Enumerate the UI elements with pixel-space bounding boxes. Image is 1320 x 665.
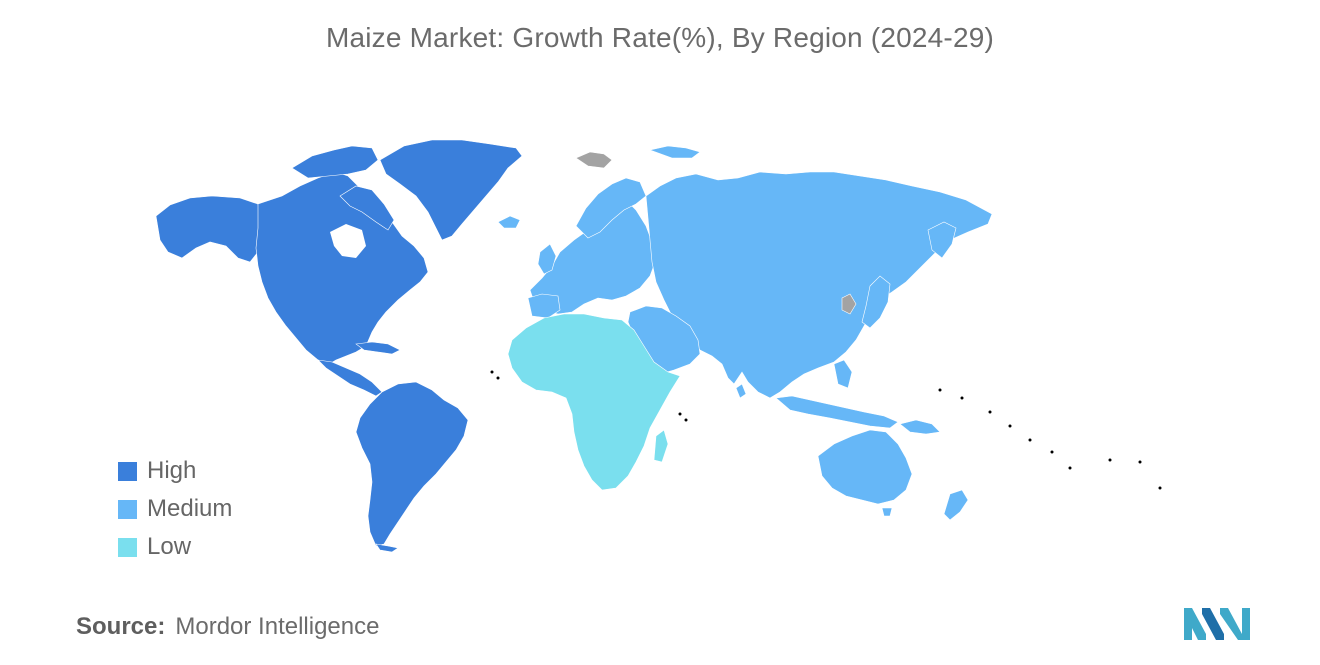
tasmania-shape [881, 507, 893, 517]
philippines-shape [833, 359, 853, 389]
africa-shape [507, 313, 681, 491]
source-attribution: Source: Mordor Intelligence [76, 613, 379, 641]
island-dot [684, 418, 688, 422]
new-zealand-shape [943, 489, 969, 521]
hudson-bay-water [330, 224, 366, 258]
russia-asia-mainland-shape [645, 171, 993, 399]
logo-middle-stroke [1202, 608, 1224, 640]
island-dot [988, 410, 992, 414]
island-dot [490, 370, 494, 374]
kamchatka-shape [927, 221, 957, 259]
legend-item-high: High [118, 452, 232, 490]
indonesia-shape [775, 395, 899, 429]
madagascar-shape [653, 429, 669, 463]
arctic-archipelago-shape [291, 145, 379, 179]
mordor-intelligence-logo-icon [1184, 608, 1250, 640]
legend-swatch-high [118, 461, 137, 481]
australia-shape [817, 429, 913, 505]
svalbard-shape [648, 145, 701, 159]
central-america-shape [317, 359, 383, 397]
island-dot [1108, 458, 1112, 462]
legend-swatch-medium [118, 499, 137, 519]
japan-shape [861, 275, 891, 329]
island-dot [1138, 460, 1142, 464]
logo-left-stroke [1184, 608, 1206, 640]
north-america-mainland-shape [255, 171, 429, 367]
caribbean-islands-shape [355, 341, 401, 355]
source-value: Mordor Intelligence [175, 613, 380, 640]
island-dot [1050, 450, 1054, 454]
island-dot [678, 412, 682, 416]
map-legend: High Medium Low [118, 452, 232, 566]
legend-item-low: Low [118, 528, 232, 566]
island-dot [938, 388, 942, 392]
sri-lanka-shape [735, 383, 747, 399]
island-dot [1008, 424, 1012, 428]
chart-title: Maize Market: Growth Rate(%), By Region … [325, 22, 995, 53]
alaska-shape [155, 195, 263, 263]
legend-swatch-low [118, 537, 137, 557]
baffin-island-shape [339, 185, 395, 231]
falkland-tierra-del-fuego-shape [375, 543, 399, 553]
franz-josef-land-shape [575, 151, 613, 169]
greenland-shape [379, 139, 523, 241]
pacific-islands-dots [490, 370, 1162, 490]
no-data-regions [490, 151, 1162, 490]
island-dot [1158, 486, 1162, 490]
source-label: Source: [76, 613, 166, 640]
papua-shape [899, 419, 941, 435]
region-south-america [355, 381, 469, 553]
legend-item-medium: Medium [118, 490, 232, 528]
south-america-shape [355, 381, 469, 547]
iberia-shape [527, 293, 561, 319]
island-dot [1068, 466, 1072, 470]
region-africa [507, 313, 681, 491]
logo-right-stroke [1220, 608, 1250, 640]
region-north-america [155, 139, 523, 397]
legend-label-low: Low [147, 533, 192, 560]
island-dot [960, 396, 964, 400]
korea-shape [841, 293, 857, 315]
island-dot [1028, 438, 1032, 442]
legend-label-medium: Medium [147, 495, 233, 522]
legend-label-high: High [147, 457, 197, 484]
british-isles-shape [537, 243, 557, 275]
region-europe [497, 145, 701, 315]
region-asia-pacific [645, 171, 993, 521]
island-dot [496, 376, 500, 380]
iceland-shape [497, 215, 521, 229]
